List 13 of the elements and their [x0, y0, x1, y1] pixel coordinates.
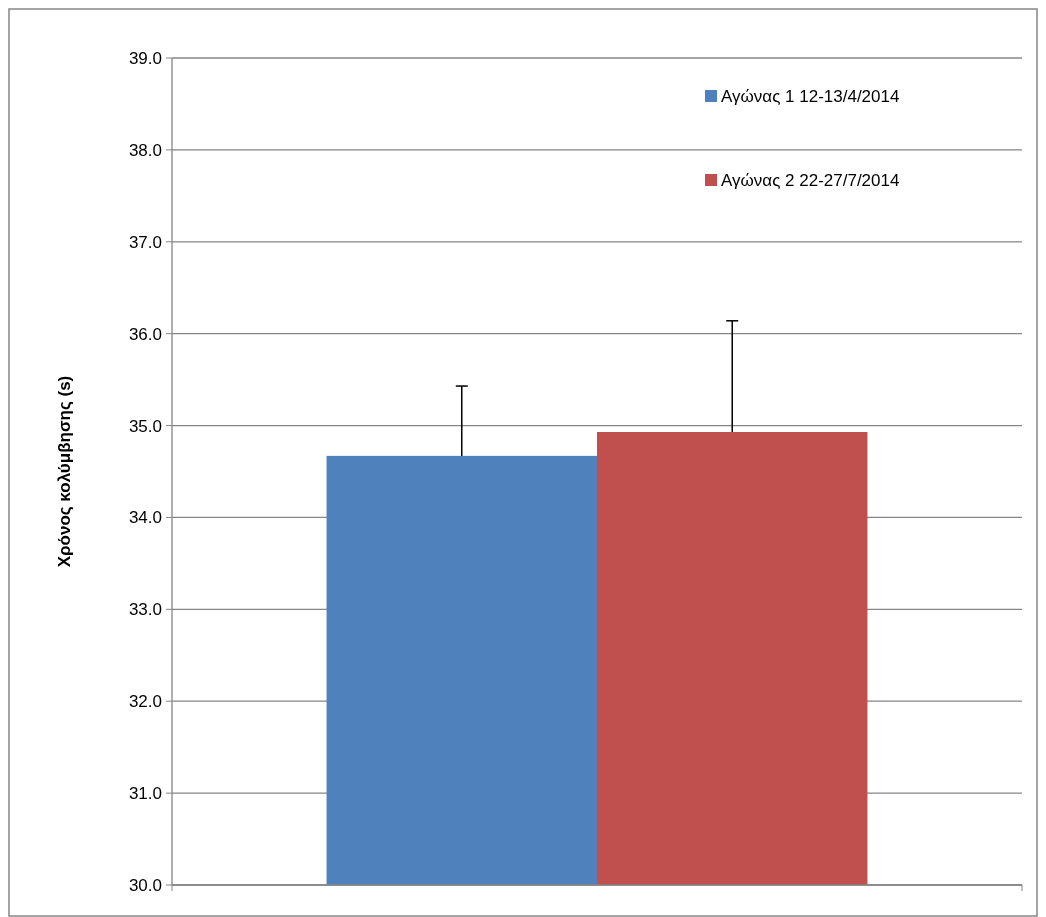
y-tick-label: 38.0	[128, 140, 162, 160]
y-tick-label: 32.0	[128, 692, 162, 712]
y-tick-label: 33.0	[128, 600, 162, 620]
y-tick-label: 36.0	[128, 324, 162, 344]
y-tick-label: 35.0	[128, 416, 162, 436]
y-tick-label: 30.0	[128, 875, 162, 895]
y-tick-label: 34.0	[128, 508, 162, 528]
y-tick-label: 31.0	[128, 784, 162, 804]
legend-label: Αγώνας 1 12-13/4/2014	[721, 86, 900, 106]
y-tick-label: 39.0	[128, 48, 162, 68]
y-tick-label: 37.0	[128, 232, 162, 252]
legend-label: Αγώνας 2 22-27/7/2014	[721, 170, 900, 190]
y-axis-title: Χρόνος κολύμβησης (s)	[55, 375, 74, 568]
